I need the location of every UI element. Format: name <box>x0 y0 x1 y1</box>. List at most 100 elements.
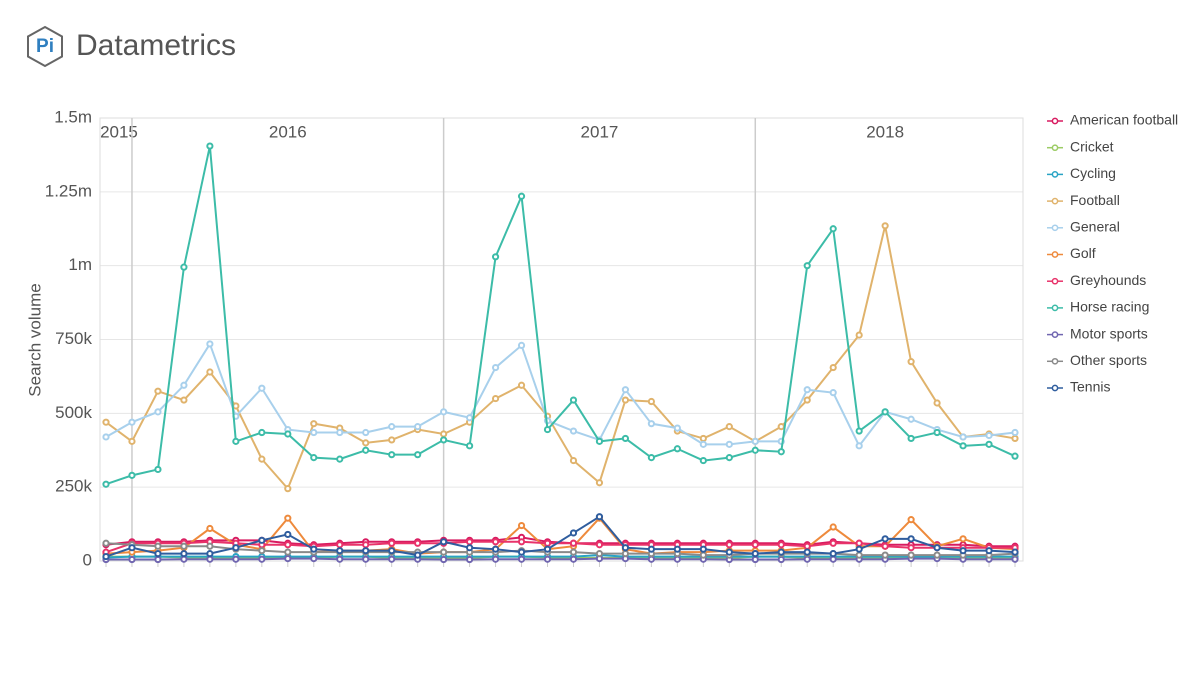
data-point <box>881 222 889 230</box>
year-label: 2018 <box>866 122 904 141</box>
data-point <box>154 542 162 550</box>
data-point <box>855 539 863 547</box>
data-point <box>440 555 448 564</box>
legend-marker <box>1051 357 1059 365</box>
data-point <box>284 555 292 563</box>
series-line <box>105 515 1016 558</box>
data-point <box>907 535 915 543</box>
data-point <box>699 440 707 448</box>
legend-marker <box>1051 171 1059 178</box>
data-point <box>699 551 707 559</box>
data-point <box>621 434 630 443</box>
data-point <box>128 418 136 426</box>
data-point <box>388 436 396 444</box>
data-point <box>284 514 292 522</box>
data-point <box>933 399 941 407</box>
data-point <box>881 535 889 543</box>
data-point <box>517 548 526 556</box>
data-point <box>777 548 785 556</box>
data-point <box>414 539 422 547</box>
data-point <box>336 547 344 555</box>
legend-label: General <box>1070 219 1120 235</box>
data-point <box>777 423 785 431</box>
y-tick-label: 750k <box>55 329 92 348</box>
data-point <box>388 451 396 459</box>
data-point <box>1011 428 1019 437</box>
data-point <box>180 396 188 404</box>
data-point <box>284 430 292 438</box>
data-point <box>803 548 811 556</box>
legend-marker <box>1051 197 1059 205</box>
data-point <box>284 548 292 556</box>
data-point <box>673 555 681 563</box>
y-axis-label: Search volume <box>25 283 44 396</box>
data-point <box>258 428 266 437</box>
data-point <box>673 545 681 553</box>
y-tick-label: 1m <box>68 255 92 274</box>
data-point <box>102 418 110 426</box>
y-tick-label: 250k <box>55 477 92 496</box>
data-point <box>440 436 448 444</box>
legend-marker <box>1051 384 1059 392</box>
data-point <box>777 555 785 564</box>
data-point <box>102 539 110 547</box>
legend-marker <box>1051 277 1059 285</box>
data-point <box>985 440 993 448</box>
data-point <box>933 544 941 552</box>
data-point <box>466 555 474 564</box>
data-point <box>569 555 578 563</box>
data-point <box>803 386 811 394</box>
data-point <box>154 550 162 558</box>
data-point <box>621 550 630 558</box>
data-point <box>751 541 759 549</box>
data-point <box>569 529 578 537</box>
data-point <box>569 427 578 435</box>
data-point <box>543 555 552 563</box>
series-line <box>105 341 1016 448</box>
data-point <box>803 555 811 563</box>
y-tick-label: 500k <box>55 403 92 422</box>
data-point <box>803 396 811 404</box>
data-point <box>517 521 526 530</box>
data-point <box>284 541 292 549</box>
legend-label: Motor sports <box>1070 325 1148 341</box>
data-point <box>206 340 214 348</box>
series-line <box>105 542 1016 557</box>
data-point <box>907 434 915 443</box>
data-point <box>258 547 266 555</box>
data-point <box>569 548 578 556</box>
data-point <box>595 437 604 445</box>
data-point <box>803 262 811 270</box>
data-point <box>440 548 448 556</box>
data-point <box>491 253 500 261</box>
data-point <box>1011 548 1019 556</box>
data-point <box>699 456 707 465</box>
data-point <box>829 225 837 233</box>
legend-marker <box>1051 251 1059 258</box>
data-point <box>232 555 240 563</box>
data-point <box>206 550 214 558</box>
legend-marker <box>1051 304 1059 312</box>
data-point <box>284 530 292 539</box>
data-point <box>725 423 733 431</box>
legend-label: Tennis <box>1070 379 1110 395</box>
data-point <box>881 408 889 416</box>
data-point <box>855 331 863 339</box>
data-point <box>336 541 344 549</box>
series-line <box>106 557 1015 561</box>
data-point <box>206 542 214 550</box>
data-point <box>517 381 526 389</box>
data-point <box>673 445 681 453</box>
data-point <box>180 550 188 558</box>
series-line <box>105 145 1016 486</box>
series-line <box>105 554 1015 559</box>
data-point <box>284 485 292 493</box>
legend-marker <box>1051 117 1059 125</box>
data-point <box>621 386 630 394</box>
data-point <box>543 539 552 547</box>
data-point <box>310 545 318 553</box>
legend-label: Football <box>1070 192 1120 208</box>
data-point <box>725 454 733 462</box>
data-point <box>595 550 604 558</box>
